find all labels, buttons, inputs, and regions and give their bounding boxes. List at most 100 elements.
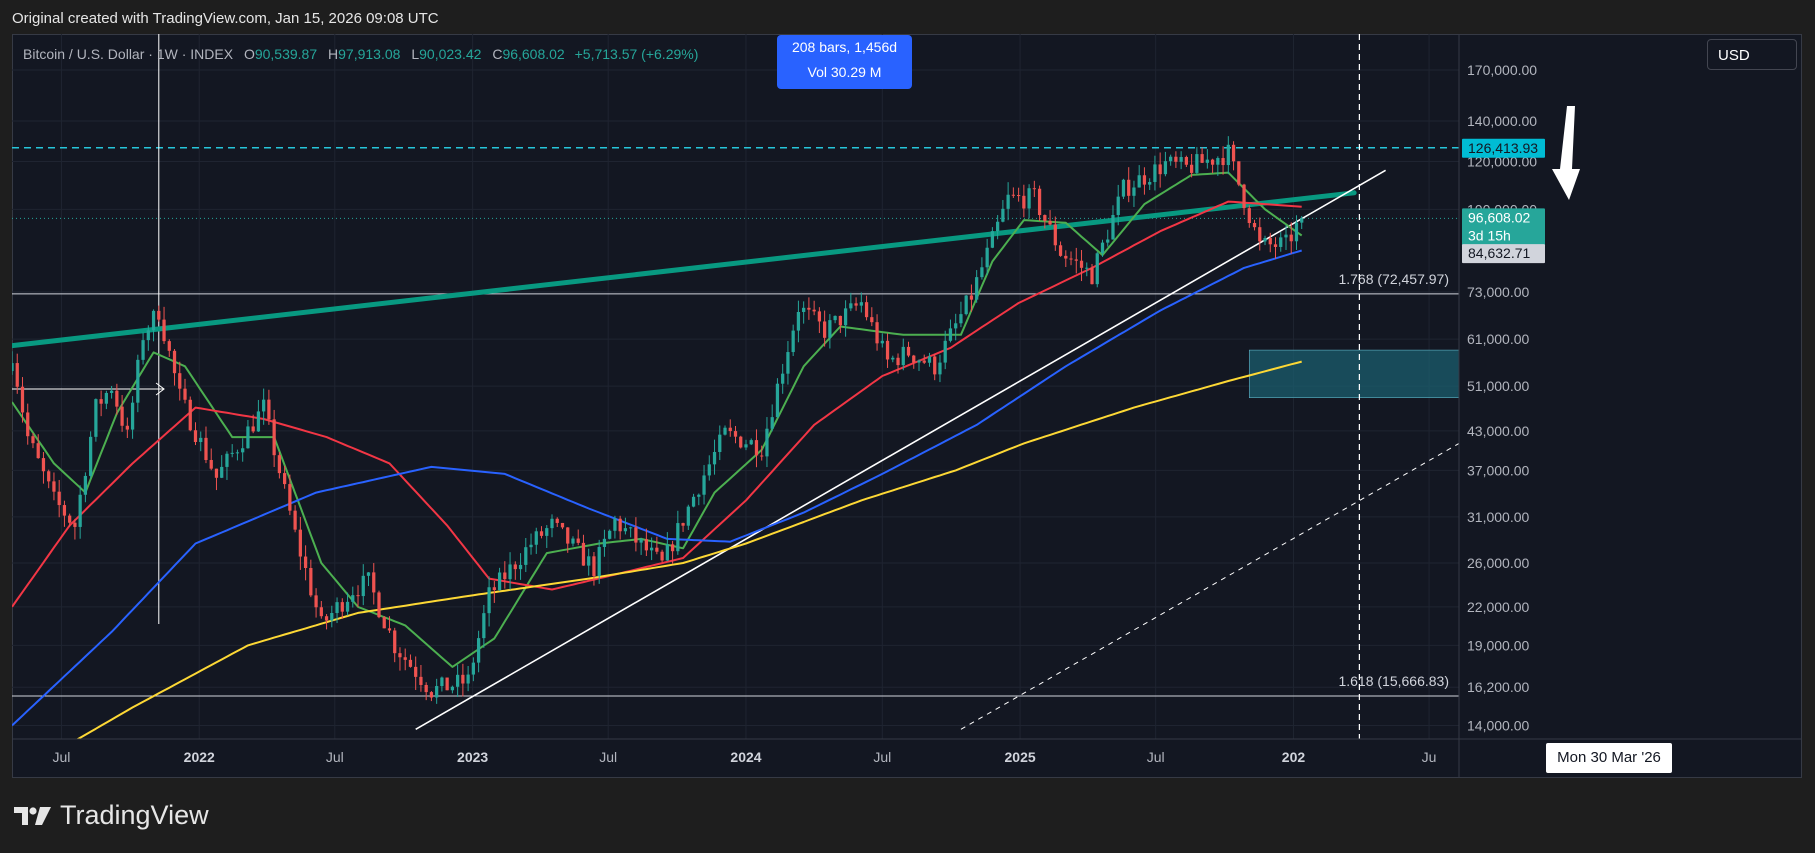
low-value: 90,023.42 xyxy=(419,46,482,62)
candle-body xyxy=(450,686,455,691)
candle-body xyxy=(744,444,748,448)
candle-body xyxy=(1195,154,1199,173)
x-tick-label: 2024 xyxy=(730,749,761,765)
candle-body xyxy=(702,475,706,495)
candle-body xyxy=(864,302,869,318)
candle-body xyxy=(597,546,601,577)
candle-body xyxy=(1163,161,1168,175)
fib-level-label: 1.618 (15,666.83) xyxy=(1338,673,1449,689)
candle-body xyxy=(513,564,517,570)
candle-body xyxy=(209,460,213,469)
attribution-note: Original created with TradingView.com, J… xyxy=(12,10,439,27)
candle-body xyxy=(225,453,229,467)
candle-body xyxy=(94,399,98,437)
trendline xyxy=(415,169,1387,731)
price-tag-countdown: 3d 15h xyxy=(1468,227,1511,243)
candle-body xyxy=(172,350,177,374)
candle-body xyxy=(204,437,208,461)
candle-body xyxy=(560,522,565,528)
y-tick-label: 140,000.00 xyxy=(1467,113,1537,129)
candle-body xyxy=(1237,161,1241,185)
symbol-label[interactable]: Bitcoin / U.S. Dollar · 1W · INDEX xyxy=(23,46,234,62)
candle-body xyxy=(47,471,51,482)
candle-body xyxy=(975,277,979,300)
candle-body xyxy=(1111,215,1115,240)
candle-body xyxy=(1210,159,1215,165)
candle-body xyxy=(969,295,974,300)
y-tick-label: 31,000.00 xyxy=(1467,509,1529,525)
tradingview-brand[interactable]: TradingView xyxy=(14,800,209,831)
candle-body xyxy=(503,572,507,580)
candle-body xyxy=(1200,154,1204,163)
candle-body xyxy=(146,330,150,341)
candle-body xyxy=(1294,222,1299,242)
x-tick-label: Ju xyxy=(1422,749,1437,765)
candle-body xyxy=(1016,195,1021,197)
y-tick-label: 22,000.00 xyxy=(1467,599,1529,615)
candle-body xyxy=(262,399,266,412)
candle-body xyxy=(618,518,622,532)
candle-body xyxy=(471,662,475,675)
candle-body xyxy=(623,528,628,532)
measure-volume: Vol 30.29 M xyxy=(807,64,882,80)
candle-body xyxy=(141,340,145,360)
candle-body xyxy=(1284,234,1288,238)
candle-body xyxy=(1148,182,1152,185)
price-zone-box xyxy=(1248,349,1459,398)
candle-body xyxy=(875,322,879,344)
candle-body xyxy=(1085,267,1089,269)
candle-body xyxy=(838,315,842,326)
candle-body xyxy=(78,494,82,527)
candle-body xyxy=(167,341,171,351)
candle-body xyxy=(1231,144,1236,162)
candle-body xyxy=(566,527,570,544)
candle-body xyxy=(214,468,219,478)
candle-body xyxy=(256,411,261,432)
candle-body xyxy=(817,311,822,322)
candle-body xyxy=(267,399,271,420)
change-value: +5,713.57 (+6.29%) xyxy=(574,46,699,62)
candle-body xyxy=(849,303,853,309)
candle-body xyxy=(1221,158,1225,166)
candle-body xyxy=(901,346,905,366)
candle-body xyxy=(639,539,643,543)
candle-body xyxy=(408,659,413,667)
close-label: C xyxy=(492,46,503,62)
candle-body xyxy=(990,231,995,248)
fib-level-label: 1.768 (72,457.97) xyxy=(1338,271,1449,287)
candle-body xyxy=(361,575,365,597)
price-chart[interactable]: 1.768 (72,457.97) 1.618 (15,666.83) 170,00… xyxy=(12,34,1802,778)
x-tick-label: Jul xyxy=(52,749,70,765)
candle-body xyxy=(314,595,318,608)
candle-body xyxy=(104,392,108,404)
candle-body xyxy=(545,528,549,536)
x-tick-label: 2023 xyxy=(457,749,488,765)
candle-body xyxy=(1174,156,1178,162)
candle-body xyxy=(660,551,664,561)
candle-body xyxy=(1001,208,1005,222)
candle-body xyxy=(922,360,926,363)
candle-body xyxy=(739,436,743,448)
candle-body xyxy=(1189,164,1194,173)
down-arrow-annotation xyxy=(1552,106,1580,200)
candle-body xyxy=(1258,227,1262,242)
candle-body xyxy=(1226,144,1230,166)
candle-body xyxy=(230,452,234,454)
candle-body xyxy=(933,356,937,375)
candle-body xyxy=(964,295,968,315)
candle-body xyxy=(36,443,40,459)
chart-frame xyxy=(12,34,1802,778)
candle-body xyxy=(68,515,72,523)
candle-body xyxy=(115,390,119,407)
candle-body xyxy=(1127,179,1131,196)
candle-body xyxy=(1022,195,1026,209)
candle-body xyxy=(1048,220,1052,225)
candle-body xyxy=(529,544,533,548)
candle-body xyxy=(288,484,292,511)
candle-body xyxy=(429,692,434,698)
currency-button[interactable]: USD xyxy=(1707,39,1797,70)
candle-body xyxy=(1273,244,1278,247)
candle-body xyxy=(854,303,858,306)
y-tick-label: 16,200.00 xyxy=(1467,679,1529,695)
y-tick-label: 26,000.00 xyxy=(1467,555,1529,571)
